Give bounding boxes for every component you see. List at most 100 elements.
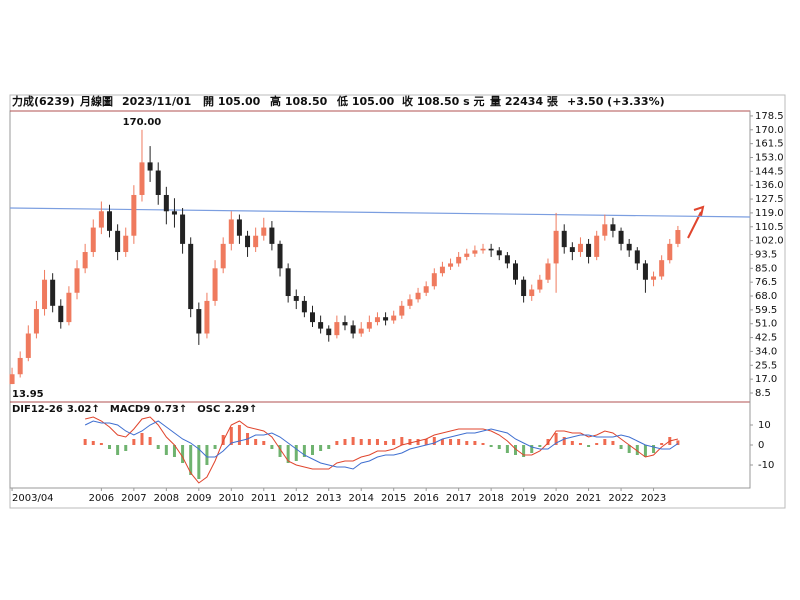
osc-bar	[392, 439, 396, 445]
y-tick-label: 102.0	[755, 236, 784, 247]
osc-bar	[635, 445, 639, 455]
candle-body	[220, 243, 226, 269]
osc-bar	[124, 445, 128, 451]
stock-name: 力成(6239)	[12, 94, 75, 108]
osc-bar	[132, 439, 136, 445]
x-tick-label: 2022	[608, 493, 633, 504]
osc-bar	[270, 445, 274, 449]
chart-frame	[9, 94, 786, 509]
candle-body	[9, 374, 15, 385]
candle-body	[285, 268, 291, 297]
x-tick-label: 2017	[446, 493, 471, 504]
y-tick-label: 144.5	[755, 166, 784, 177]
x-tick-label: 2007	[121, 493, 146, 504]
candle-body	[269, 227, 275, 244]
osc-bar	[530, 445, 534, 453]
candle-body	[212, 268, 218, 301]
osc-bar	[108, 445, 111, 449]
y-tick-label: 127.5	[755, 194, 784, 205]
osc-bar	[83, 439, 87, 445]
osc-bar	[156, 445, 160, 449]
y-tick-label: 17.0	[755, 374, 777, 385]
osc-bar	[465, 441, 469, 445]
osc-bar	[449, 439, 453, 445]
y-tick-label: 178.5	[755, 111, 784, 122]
y-tick-label: 110.5	[755, 222, 784, 233]
candle-body	[301, 300, 307, 313]
osc-bar	[514, 445, 517, 455]
osc-bar	[473, 441, 477, 445]
candle-body	[610, 224, 616, 231]
candle-body	[253, 235, 259, 248]
candle-body	[577, 243, 583, 253]
osc-bar	[384, 441, 388, 445]
osc-bar	[522, 445, 526, 457]
candle-body	[569, 247, 575, 253]
candle-body	[383, 317, 389, 321]
candle-body	[537, 279, 543, 290]
candle-body	[147, 162, 153, 171]
candle-body	[642, 263, 648, 280]
osc-bar	[400, 437, 404, 445]
legend-value: 3.02↑	[67, 404, 100, 415]
osc-bar	[213, 445, 217, 449]
candle-body	[82, 252, 88, 269]
candle-body	[310, 312, 315, 323]
x-tick-label: 2016	[413, 493, 438, 504]
candle-body	[391, 315, 397, 321]
candle-body	[131, 194, 137, 236]
osc-bar	[229, 427, 233, 445]
x-tick-label: 2008	[154, 493, 179, 504]
x-tick-label: 2023	[641, 493, 666, 504]
candle-body	[521, 279, 527, 297]
candle-body	[602, 224, 608, 236]
low-label: 13.95	[12, 389, 44, 400]
osc-bar	[205, 445, 209, 465]
macd-line	[85, 416, 679, 484]
y-tick-label: 153.0	[755, 152, 784, 163]
candle-body	[480, 248, 486, 251]
period: 月線圖	[79, 94, 113, 108]
x-tick-label: 2013	[316, 493, 341, 504]
candle-body	[74, 268, 80, 293]
candle-body	[456, 256, 462, 264]
candle-body	[448, 263, 454, 267]
y-tick-label: 68.0	[755, 291, 777, 302]
legend-name: DIF12-26	[12, 404, 63, 415]
osc-bar	[595, 443, 599, 445]
osc-bar	[311, 445, 314, 455]
osc-bar	[505, 445, 509, 453]
osc-bar	[481, 443, 485, 445]
candle-body	[374, 317, 380, 323]
osc-bar	[302, 445, 306, 457]
x-tick-label: 2009	[186, 493, 211, 504]
osc-bar	[562, 437, 566, 445]
osc-bar	[327, 445, 331, 449]
x-tick-label: 2020	[543, 493, 568, 504]
date: 2023/11/01	[122, 95, 191, 108]
candle-body	[25, 333, 31, 358]
candle-body	[123, 235, 129, 253]
osc-bar	[140, 433, 144, 445]
high: 高 108.50	[270, 94, 328, 108]
close: 收 108.50 s 元	[402, 94, 484, 108]
candle-body	[293, 296, 299, 301]
y-tick-label: 161.5	[755, 139, 784, 150]
x-tick-label: 2014	[348, 493, 373, 504]
osc-bar	[148, 437, 152, 445]
osc-bar	[237, 425, 241, 445]
candle-body	[33, 309, 39, 334]
osc-bar	[611, 441, 615, 445]
osc-bar	[335, 441, 339, 445]
candle-body	[277, 243, 283, 269]
y-tick-label: 59.5	[755, 305, 777, 316]
candle-body	[228, 219, 234, 244]
candle-body	[667, 243, 673, 261]
x-tick-label: 2015	[381, 493, 406, 504]
candle-body	[496, 250, 502, 256]
candle-body	[618, 230, 624, 244]
osc-bar	[546, 439, 550, 445]
candle-body	[98, 211, 104, 228]
open: 開 105.00	[203, 95, 261, 108]
